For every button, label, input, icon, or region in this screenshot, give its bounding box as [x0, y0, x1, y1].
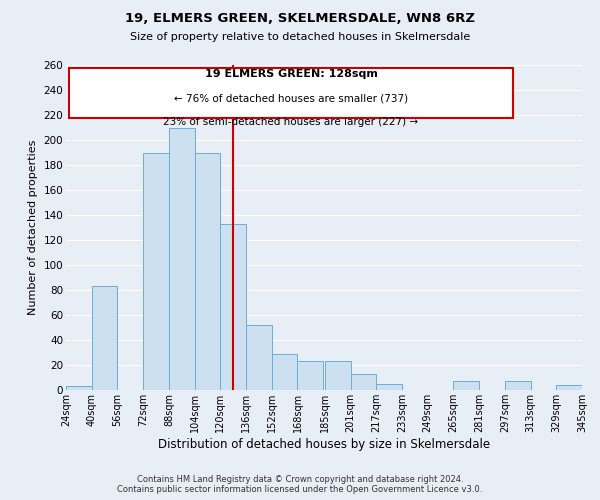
Text: Contains HM Land Registry data © Crown copyright and database right 2024.: Contains HM Land Registry data © Crown c… [137, 475, 463, 484]
Text: 19 ELMERS GREEN: 128sqm: 19 ELMERS GREEN: 128sqm [205, 69, 377, 79]
Bar [376, 384, 402, 390]
Bar [220, 224, 246, 390]
Bar [143, 152, 169, 390]
Text: 19, ELMERS GREEN, SKELMERSDALE, WN8 6RZ: 19, ELMERS GREEN, SKELMERSDALE, WN8 6RZ [125, 12, 475, 26]
Bar [505, 381, 530, 390]
Text: ← 76% of detached houses are smaller (737): ← 76% of detached houses are smaller (73… [174, 94, 408, 104]
Bar [92, 286, 118, 390]
Text: 23% of semi-detached houses are larger (227) →: 23% of semi-detached houses are larger (… [163, 117, 419, 127]
Bar [246, 325, 272, 390]
Bar [194, 152, 220, 390]
FancyBboxPatch shape [69, 68, 513, 117]
Bar [66, 386, 92, 390]
X-axis label: Distribution of detached houses by size in Skelmersdale: Distribution of detached houses by size … [158, 438, 490, 450]
Text: Size of property relative to detached houses in Skelmersdale: Size of property relative to detached ho… [130, 32, 470, 42]
Y-axis label: Number of detached properties: Number of detached properties [28, 140, 38, 315]
Bar [272, 354, 298, 390]
Bar [325, 361, 350, 390]
Text: Contains public sector information licensed under the Open Government Licence v3: Contains public sector information licen… [118, 485, 482, 494]
Bar [556, 385, 582, 390]
Bar [169, 128, 194, 390]
Bar [298, 361, 323, 390]
Bar [454, 381, 479, 390]
Bar [350, 374, 376, 390]
